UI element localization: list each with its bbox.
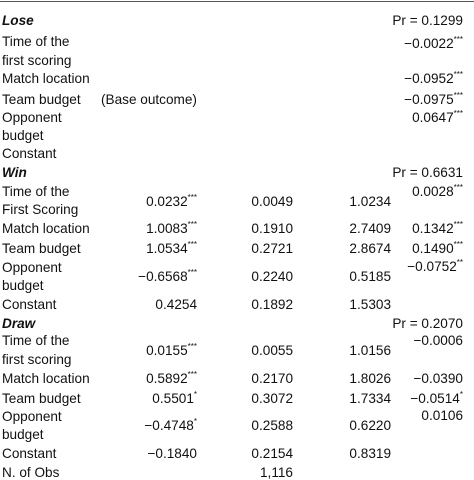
odds-ratio-value: 1.0156 [349,343,391,358]
marginal-effect-value: −0.0975*** [404,91,463,107]
row-label-time-line2: First Scoring [2,202,79,217]
base-outcome-note: (Base outcome) [101,92,197,107]
marginal-effect-value: −0.0752** [407,258,463,274]
significance-marker: * [193,390,197,399]
significance-marker: *** [453,70,463,79]
odds-ratio-value: 1.8026 [349,371,391,386]
marginal-effect-value: −0.0006 [413,333,463,348]
row-label-team-budget: Team budget [2,241,81,256]
significance-marker: *** [453,109,463,118]
marginal-effect-value: 0.1490*** [412,240,463,256]
pseudo-r2-draw: Pr = 0.2070 [392,316,463,331]
coefficient-value: 0.0232*** [146,193,197,209]
marginal-effect-value: 0.1342*** [412,220,463,236]
significance-marker: * [193,417,197,426]
section-header-draw: Draw [2,316,36,331]
coefficient-value: 1.0534*** [146,240,197,256]
row-label-time-line2: first scoring [2,352,72,367]
odds-ratio-value: 0.8319 [349,446,391,461]
row-label-opponent-line1: Opponent [2,260,62,275]
significance-marker: *** [453,220,463,229]
row-label-opponent-line1: Opponent [2,110,62,125]
significance-marker: *** [187,268,197,277]
standard-error-value: 0.3072 [251,391,293,406]
row-label-opponent-line2: budget [2,278,44,293]
significance-marker: *** [187,193,197,202]
row-label-opponent-line1: Opponent [2,409,62,424]
standard-error-value: 0.2170 [251,371,293,386]
section-header-lose: Lose [2,13,34,28]
marginal-effect-value: −0.0022*** [404,35,463,51]
standard-error-value: 0.2588 [251,418,293,433]
coefficient-value: −0.6568*** [138,268,197,284]
row-label-constant: Constant [2,297,57,312]
pseudo-r2-win: Pr = 0.6631 [392,165,463,180]
row-label-observations: N. of Obs [2,465,60,480]
odds-ratio-value: 1.5303 [349,297,391,312]
table-top-rule [0,1,474,2]
row-label-constant: Constant [2,446,57,461]
significance-marker: *** [453,35,463,44]
significance-marker: *** [187,342,197,351]
row-label-time-line2: first scoring [2,53,72,68]
standard-error-value: 0.2240 [251,269,293,284]
pseudo-r2-lose: Pr = 0.1299 [392,13,463,28]
row-label-opponent-line2: budget [2,427,44,442]
row-label-opponent-line2: budget [2,128,44,143]
row-label-time-line1: Time of the [2,184,70,199]
marginal-effect-value: 0.0647*** [412,109,463,125]
row-label-time-line1: Time of the [2,333,70,348]
significance-marker: *** [453,240,463,249]
significance-marker: *** [453,183,463,192]
coefficient-value: 0.5892*** [146,370,197,386]
marginal-effect-value: 0.0106 [421,408,463,423]
significance-marker: * [459,390,463,399]
significance-marker: *** [187,240,197,249]
coefficient-value: 0.5501* [152,390,197,406]
row-label-match-location: Match location [2,221,90,236]
significance-marker: *** [453,91,463,100]
odds-ratio-value: 0.6220 [349,418,391,433]
significance-marker: *** [187,370,197,379]
standard-error-value: 0.0049 [251,194,293,209]
coefficient-value: −0.4748* [144,417,197,433]
standard-error-value: 0.1892 [251,297,293,312]
coefficient-value: −0.1840 [147,446,197,461]
coefficient-value: 0.0155*** [146,342,197,358]
coefficient-value: 1.0083*** [146,220,197,236]
row-label-constant: Constant [2,146,57,161]
significance-marker: *** [187,220,197,229]
standard-error-value: 0.1910 [251,221,293,236]
odds-ratio-value: 2.7409 [349,221,391,236]
standard-error-value: 0.2154 [251,446,293,461]
row-label-time-line1: Time of the [2,34,70,49]
row-label-match-location: Match location [2,71,90,86]
coefficient-value: 0.4254 [155,297,197,312]
marginal-effect-value: −0.0952*** [404,70,463,86]
marginal-effect-value: 0.0028*** [412,183,463,199]
marginal-effect-value: −0.0390 [413,371,463,386]
standard-error-value: 0.2721 [251,241,293,256]
observations-count: 1,116 [259,465,293,480]
odds-ratio-value: 1.7334 [349,391,391,406]
odds-ratio-value: 2.8674 [349,241,391,256]
marginal-effect-value: −0.0514* [410,390,463,406]
row-label-team-budget: Team budget [2,92,81,107]
standard-error-value: 0.0055 [251,343,293,358]
significance-marker: ** [456,258,463,267]
row-label-team-budget: Team budget [2,391,81,406]
row-label-match-location: Match location [2,371,90,386]
section-header-win: Win [2,165,27,180]
odds-ratio-value: 0.5185 [349,269,391,284]
odds-ratio-value: 1.0234 [349,194,391,209]
